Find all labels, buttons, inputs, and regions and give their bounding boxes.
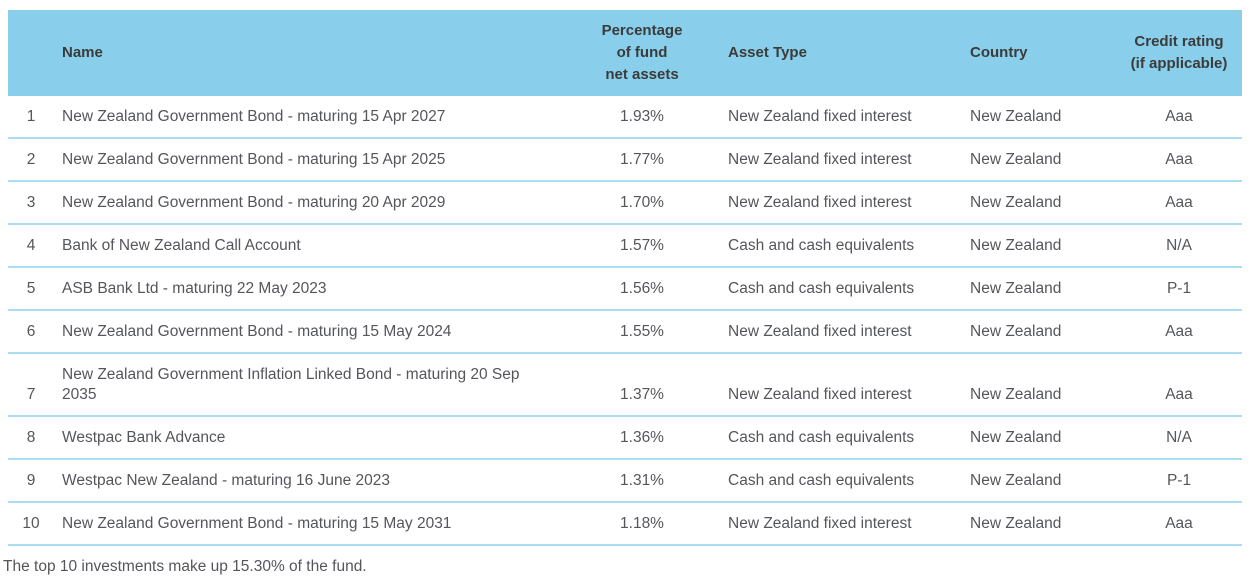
asset-type: Cash and cash equivalents (714, 267, 956, 311)
credit-rating: Aaa (1116, 96, 1242, 139)
header-country: Country (956, 10, 1116, 96)
table-row: 5 ASB Bank Ltd - maturing 22 May 2023 1.… (8, 267, 1242, 311)
credit-rating: N/A (1116, 416, 1242, 460)
country: New Zealand (956, 181, 1116, 225)
table-row: 6 New Zealand Government Bond - maturing… (8, 310, 1242, 354)
investment-name: Bank of New Zealand Call Account (54, 224, 570, 268)
row-number: 9 (8, 459, 54, 503)
header-row: Name Percentage of fund net assets Asset… (8, 10, 1242, 96)
fund-percentage: 1.56% (570, 267, 714, 311)
row-number: 3 (8, 181, 54, 225)
row-number: 7 (8, 353, 54, 417)
investment-name: New Zealand Government Bond - maturing 1… (54, 138, 570, 182)
fund-percentage: 1.18% (570, 502, 714, 546)
header-name: Name (54, 10, 570, 96)
fund-percentage: 1.55% (570, 310, 714, 354)
table-row: 3 New Zealand Government Bond - maturing… (8, 181, 1242, 225)
asset-type: New Zealand fixed interest (714, 310, 956, 354)
header-credit-rating: Credit rating (if applicable) (1116, 10, 1242, 96)
investment-name: New Zealand Government Bond - maturing 1… (54, 502, 570, 546)
asset-type: New Zealand fixed interest (714, 502, 956, 546)
table-row: 1 New Zealand Government Bond - maturing… (8, 96, 1242, 139)
asset-type: New Zealand fixed interest (714, 181, 956, 225)
footnote: The top 10 investments make up 15.30% of… (3, 558, 367, 575)
country: New Zealand (956, 310, 1116, 354)
row-number: 4 (8, 224, 54, 268)
row-number: 1 (8, 96, 54, 139)
asset-type: New Zealand fixed interest (714, 96, 956, 139)
table-row: 9 Westpac New Zealand - maturing 16 June… (8, 459, 1242, 503)
investment-name: Westpac New Zealand - maturing 16 June 2… (54, 459, 570, 503)
credit-rating: Aaa (1116, 138, 1242, 182)
header-rank (8, 10, 54, 96)
fund-percentage: 1.57% (570, 224, 714, 268)
asset-type: New Zealand fixed interest (714, 138, 956, 182)
fund-percentage: 1.93% (570, 96, 714, 139)
fund-percentage: 1.37% (570, 353, 714, 417)
credit-rating: Aaa (1116, 181, 1242, 225)
fund-percentage: 1.31% (570, 459, 714, 503)
table-body: 1 New Zealand Government Bond - maturing… (8, 96, 1242, 546)
fund-percentage: 1.70% (570, 181, 714, 225)
investment-name: New Zealand Government Bond - maturing 1… (54, 96, 570, 139)
table-row: 7 New Zealand Government Inflation Linke… (8, 353, 1242, 417)
country: New Zealand (956, 353, 1116, 417)
credit-rating: P-1 (1116, 267, 1242, 311)
country: New Zealand (956, 96, 1116, 139)
investment-name: New Zealand Government Bond - maturing 2… (54, 181, 570, 225)
asset-type: Cash and cash equivalents (714, 459, 956, 503)
investment-name: Westpac Bank Advance (54, 416, 570, 460)
investment-name: New Zealand Government Inflation Linked … (54, 353, 570, 417)
fund-percentage: 1.36% (570, 416, 714, 460)
fund-percentage: 1.77% (570, 138, 714, 182)
country: New Zealand (956, 416, 1116, 460)
investment-name: ASB Bank Ltd - maturing 22 May 2023 (54, 267, 570, 311)
row-number: 2 (8, 138, 54, 182)
investment-name: New Zealand Government Bond - maturing 1… (54, 310, 570, 354)
table-row: 8 Westpac Bank Advance 1.36% Cash and ca… (8, 416, 1242, 460)
row-number: 6 (8, 310, 54, 354)
country: New Zealand (956, 138, 1116, 182)
row-number: 10 (8, 502, 54, 546)
credit-rating: Aaa (1116, 310, 1242, 354)
header-percentage: Percentage of fund net assets (570, 10, 714, 96)
table-row: 4 Bank of New Zealand Call Account 1.57%… (8, 224, 1242, 268)
asset-type: Cash and cash equivalents (714, 224, 956, 268)
top-10-investments-section: Name Percentage of fund net assets Asset… (3, 10, 1242, 576)
asset-type: Cash and cash equivalents (714, 416, 956, 460)
country: New Zealand (956, 224, 1116, 268)
credit-rating: Aaa (1116, 353, 1242, 417)
table-row: 10 New Zealand Government Bond - maturin… (8, 502, 1242, 546)
table-row: 2 New Zealand Government Bond - maturing… (8, 138, 1242, 182)
credit-rating: P-1 (1116, 459, 1242, 503)
header-asset-type: Asset Type (714, 10, 956, 96)
table-header: Name Percentage of fund net assets Asset… (8, 10, 1242, 96)
credit-rating: Aaa (1116, 502, 1242, 546)
asset-type: New Zealand fixed interest (714, 353, 956, 417)
country: New Zealand (956, 459, 1116, 503)
country: New Zealand (956, 502, 1116, 546)
credit-rating: N/A (1116, 224, 1242, 268)
row-number: 5 (8, 267, 54, 311)
row-number: 8 (8, 416, 54, 460)
investments-table: Name Percentage of fund net assets Asset… (8, 10, 1242, 546)
country: New Zealand (956, 267, 1116, 311)
